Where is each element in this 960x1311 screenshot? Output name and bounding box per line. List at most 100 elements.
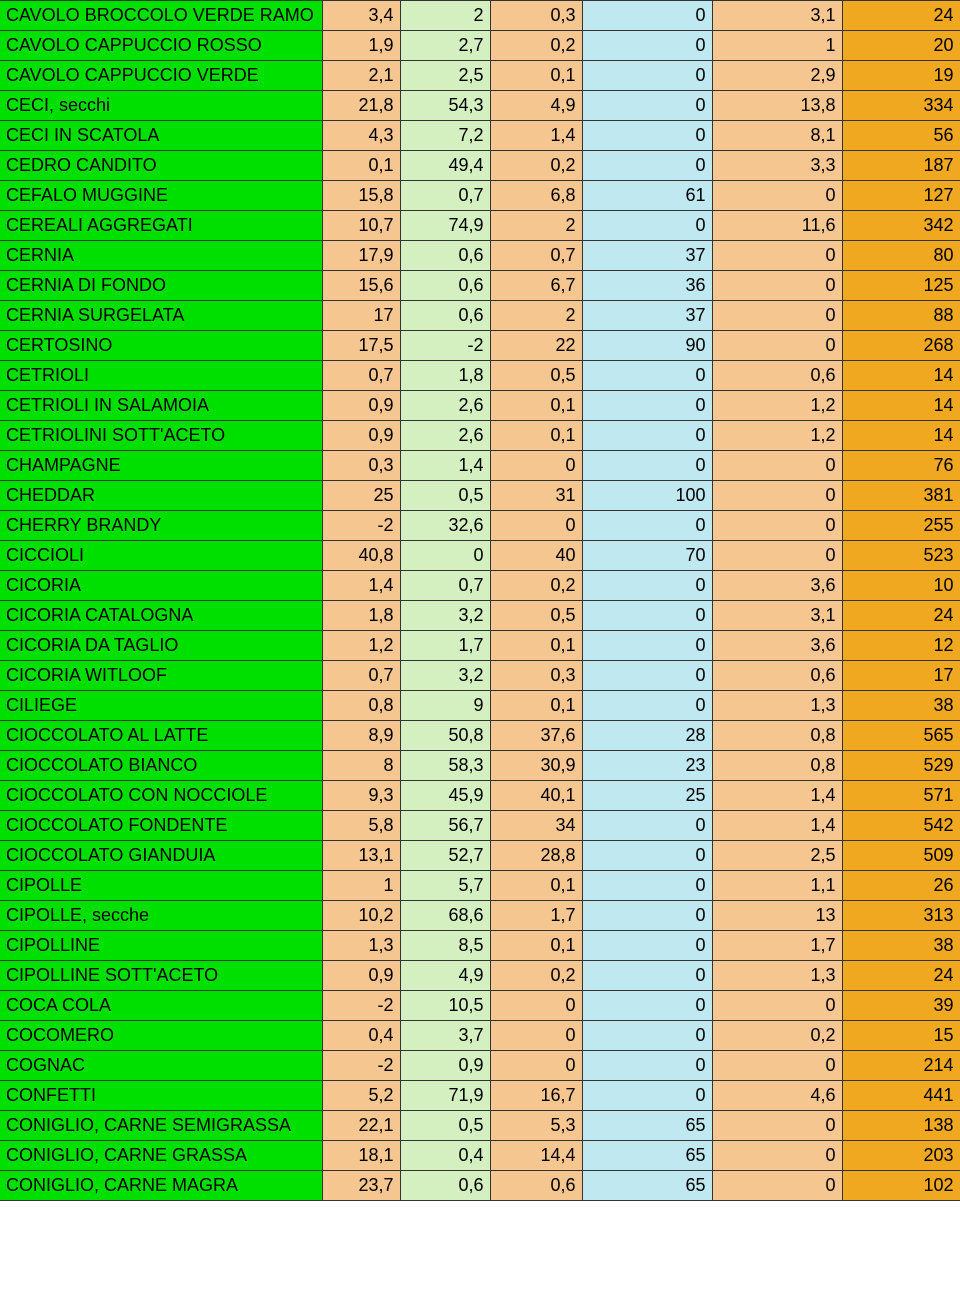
table-row: CIOCCOLATO AL LATTE8,950,837,6280,8565 — [0, 721, 960, 751]
food-name-cell: CAVOLO CAPPUCCIO VERDE — [0, 61, 322, 91]
value-cell-col6: 313 — [842, 901, 960, 931]
value-cell-col2: 0,6 — [400, 301, 490, 331]
value-cell-col1: 1,9 — [322, 31, 400, 61]
value-cell-col6: 125 — [842, 271, 960, 301]
food-name-cell: CICCIOLI — [0, 541, 322, 571]
value-cell-col3: 28,8 — [490, 841, 582, 871]
value-cell-col3: 6,7 — [490, 271, 582, 301]
value-cell-col5: 0,6 — [712, 661, 842, 691]
value-cell-col2: 8,5 — [400, 931, 490, 961]
value-cell-col4: 0 — [582, 91, 712, 121]
table-row: CILIEGE0,890,101,338 — [0, 691, 960, 721]
value-cell-col4: 0 — [582, 361, 712, 391]
value-cell-col5: 0 — [712, 511, 842, 541]
value-cell-col2: 50,8 — [400, 721, 490, 751]
value-cell-col3: 34 — [490, 811, 582, 841]
value-cell-col5: 1,2 — [712, 421, 842, 451]
food-name-cell: COGNAC — [0, 1051, 322, 1081]
value-cell-col2: 1,8 — [400, 361, 490, 391]
value-cell-col2: 68,6 — [400, 901, 490, 931]
table-row: CERNIA DI FONDO15,60,66,7360125 — [0, 271, 960, 301]
value-cell-col3: 2 — [490, 211, 582, 241]
value-cell-col4: 25 — [582, 781, 712, 811]
value-cell-col4: 0 — [582, 841, 712, 871]
value-cell-col1: 10,2 — [322, 901, 400, 931]
value-cell-col2: 52,7 — [400, 841, 490, 871]
value-cell-col3: 31 — [490, 481, 582, 511]
value-cell-col3: 2 — [490, 301, 582, 331]
value-cell-col4: 37 — [582, 301, 712, 331]
value-cell-col3: 22 — [490, 331, 582, 361]
value-cell-col4: 65 — [582, 1111, 712, 1141]
value-cell-col4: 90 — [582, 331, 712, 361]
value-cell-col5: 1,4 — [712, 781, 842, 811]
value-cell-col2: 0,6 — [400, 1171, 490, 1201]
value-cell-col1: 0,4 — [322, 1021, 400, 1051]
food-name-cell: CIOCCOLATO BIANCO — [0, 751, 322, 781]
food-name-cell: CEDRO CANDITO — [0, 151, 322, 181]
value-cell-col2: -2 — [400, 331, 490, 361]
value-cell-col4: 100 — [582, 481, 712, 511]
value-cell-col6: 56 — [842, 121, 960, 151]
value-cell-col1: 4,3 — [322, 121, 400, 151]
food-name-cell: CIOCCOLATO GIANDUIA — [0, 841, 322, 871]
table-row: CHEDDAR250,5311000381 — [0, 481, 960, 511]
value-cell-col5: 0 — [712, 331, 842, 361]
table-row: CECI IN SCATOLA4,37,21,408,156 — [0, 121, 960, 151]
value-cell-col4: 0 — [582, 1021, 712, 1051]
value-cell-col1: 15,8 — [322, 181, 400, 211]
value-cell-col3: 0,1 — [490, 61, 582, 91]
value-cell-col5: 1 — [712, 31, 842, 61]
value-cell-col1: -2 — [322, 991, 400, 1021]
value-cell-col1: 40,8 — [322, 541, 400, 571]
value-cell-col4: 0 — [582, 211, 712, 241]
value-cell-col4: 36 — [582, 271, 712, 301]
value-cell-col2: 0,4 — [400, 1141, 490, 1171]
value-cell-col3: 40,1 — [490, 781, 582, 811]
table-row: CHERRY BRANDY-232,6000255 — [0, 511, 960, 541]
value-cell-col6: 80 — [842, 241, 960, 271]
food-name-cell: COCOMERO — [0, 1021, 322, 1051]
value-cell-col3: 1,4 — [490, 121, 582, 151]
value-cell-col3: 0 — [490, 1051, 582, 1081]
value-cell-col3: 0,1 — [490, 631, 582, 661]
value-cell-col2: 10,5 — [400, 991, 490, 1021]
value-cell-col4: 0 — [582, 121, 712, 151]
value-cell-col2: 56,7 — [400, 811, 490, 841]
value-cell-col6: 381 — [842, 481, 960, 511]
value-cell-col5: 0 — [712, 241, 842, 271]
value-cell-col6: 523 — [842, 541, 960, 571]
food-name-cell: CAVOLO CAPPUCCIO ROSSO — [0, 31, 322, 61]
value-cell-col6: 203 — [842, 1141, 960, 1171]
value-cell-col1: 5,8 — [322, 811, 400, 841]
value-cell-col3: 30,9 — [490, 751, 582, 781]
value-cell-col4: 0 — [582, 811, 712, 841]
food-name-cell: CHEDDAR — [0, 481, 322, 511]
value-cell-col5: 0 — [712, 181, 842, 211]
table-row: CEREALI AGGREGATI10,774,92011,6342 — [0, 211, 960, 241]
value-cell-col5: 3,6 — [712, 571, 842, 601]
value-cell-col4: 0 — [582, 1051, 712, 1081]
value-cell-col4: 0 — [582, 451, 712, 481]
table-row: CIPOLLE, secche10,268,61,7013313 — [0, 901, 960, 931]
table-row: CIOCCOLATO FONDENTE5,856,73401,4542 — [0, 811, 960, 841]
value-cell-col1: 21,8 — [322, 91, 400, 121]
value-cell-col3: 0,2 — [490, 151, 582, 181]
food-name-cell: CIOCCOLATO CON NOCCIOLE — [0, 781, 322, 811]
table-row: CEFALO MUGGINE15,80,76,8610127 — [0, 181, 960, 211]
value-cell-col2: 3,2 — [400, 661, 490, 691]
table-row: CONIGLIO, CARNE GRASSA18,10,414,4650203 — [0, 1141, 960, 1171]
value-cell-col2: 3,7 — [400, 1021, 490, 1051]
value-cell-col6: 14 — [842, 391, 960, 421]
value-cell-col1: 18,1 — [322, 1141, 400, 1171]
value-cell-col4: 0 — [582, 511, 712, 541]
value-cell-col5: 0 — [712, 481, 842, 511]
value-cell-col6: 26 — [842, 871, 960, 901]
table-row: CICORIA CATALOGNA1,83,20,503,124 — [0, 601, 960, 631]
value-cell-col6: 76 — [842, 451, 960, 481]
value-cell-col3: 5,3 — [490, 1111, 582, 1141]
value-cell-col6: 14 — [842, 361, 960, 391]
value-cell-col6: 39 — [842, 991, 960, 1021]
table-row: CETRIOLINI SOTT'ACETO0,92,60,101,214 — [0, 421, 960, 451]
value-cell-col6: 24 — [842, 961, 960, 991]
